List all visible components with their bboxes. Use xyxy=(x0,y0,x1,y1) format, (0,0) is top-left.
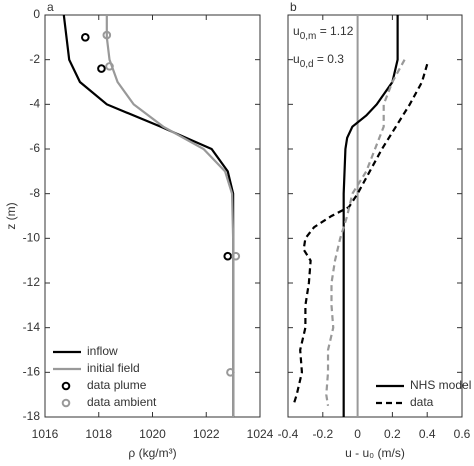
annotation: u0,d = 0.3 xyxy=(293,52,344,69)
y-tick-label: -2 xyxy=(29,52,40,66)
legend-label: initial field xyxy=(87,361,140,375)
x-axis-label: ρ (kg/m³) xyxy=(128,446,176,460)
y-tick-label: 0 xyxy=(33,7,40,21)
data-point xyxy=(102,30,112,40)
y-tick-label: -6 xyxy=(29,141,40,155)
y-tick-label: -16 xyxy=(23,365,41,379)
legend-marker xyxy=(61,398,71,408)
data-line xyxy=(342,15,399,417)
legend-label: NHS model xyxy=(410,378,471,392)
legend-marker xyxy=(61,381,71,391)
data-point xyxy=(223,251,233,261)
y-tick-label: -4 xyxy=(29,97,40,111)
x-tick-label: 0 xyxy=(354,427,361,441)
data-line xyxy=(325,59,406,407)
x-tick-label: -0.2 xyxy=(312,427,333,441)
legend-label: data ambient xyxy=(87,395,157,409)
legend-label: data plume xyxy=(87,378,147,392)
annotation-text: = 0.3 xyxy=(314,52,345,66)
data-point xyxy=(81,33,90,42)
data-point xyxy=(97,64,106,73)
y-tick-label: -10 xyxy=(23,231,41,245)
panel-label: a xyxy=(47,0,54,14)
x-tick-label: 1022 xyxy=(193,427,220,441)
x-tick-label: 0.2 xyxy=(384,427,401,441)
y-tick-label: -14 xyxy=(23,320,41,334)
data-point xyxy=(231,251,241,261)
x-tick-label: 0.4 xyxy=(419,427,436,441)
legend-label: data xyxy=(410,395,434,409)
annotation: u0,m = 1.12 xyxy=(293,24,354,41)
y-tick-label: -18 xyxy=(23,409,41,423)
data-point xyxy=(226,368,235,377)
plot-area xyxy=(287,14,463,418)
x-tick-label: 1024 xyxy=(247,427,274,441)
y-axis-label: z (m) xyxy=(4,202,18,229)
annotation-symbol: u xyxy=(293,24,300,38)
data-line xyxy=(292,63,429,407)
x-tick-label: 1018 xyxy=(85,427,112,441)
x-tick-label: 1020 xyxy=(139,427,166,441)
legend-label: inflow xyxy=(87,344,118,358)
x-tick-label: 0.6 xyxy=(454,427,471,441)
annotation-subscript: 0,m xyxy=(300,31,317,42)
x-tick-label: -0.4 xyxy=(278,427,299,441)
annotation-text: = 1.12 xyxy=(316,24,353,38)
annotation-subscript: 0,d xyxy=(300,59,314,70)
panel-label: b xyxy=(290,0,297,14)
y-tick-label: -8 xyxy=(29,186,40,200)
x-axis-label: u - u₀ (m/s) xyxy=(345,446,405,460)
annotation-symbol: u xyxy=(293,52,300,66)
x-tick-label: 1016 xyxy=(32,427,59,441)
y-tick-label: -12 xyxy=(23,275,41,289)
data-line xyxy=(105,15,235,417)
data-point xyxy=(105,62,114,71)
